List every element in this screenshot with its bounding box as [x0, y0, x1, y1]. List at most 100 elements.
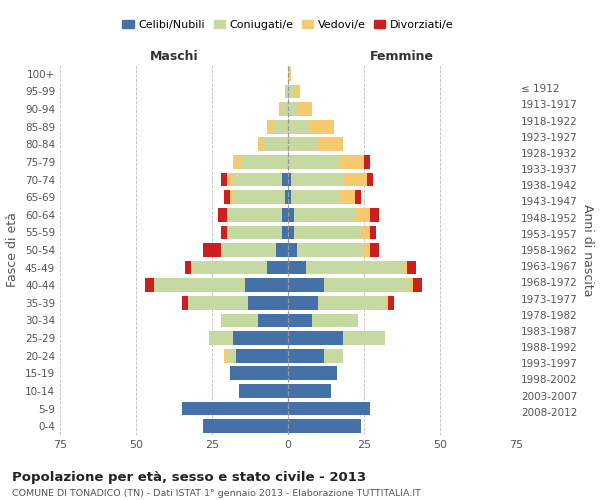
- Bar: [185, 260, 191, 274]
- Bar: [233, 155, 242, 169]
- Bar: [227, 172, 233, 186]
- Bar: [364, 155, 370, 169]
- Bar: [233, 172, 282, 186]
- Bar: [257, 138, 263, 151]
- Bar: [282, 226, 288, 239]
- Bar: [325, 278, 410, 292]
- Bar: [367, 172, 373, 186]
- Bar: [385, 296, 388, 310]
- Bar: [319, 138, 343, 151]
- Bar: [340, 155, 364, 169]
- Bar: [325, 349, 343, 362]
- Bar: [288, 349, 325, 362]
- Bar: [306, 260, 404, 274]
- Bar: [288, 102, 297, 116]
- Bar: [191, 260, 267, 274]
- Bar: [227, 349, 236, 362]
- Bar: [370, 208, 379, 222]
- Bar: [407, 260, 416, 274]
- Bar: [276, 243, 288, 257]
- Bar: [248, 296, 288, 310]
- Bar: [288, 120, 309, 134]
- Legend: Celibi/Nubili, Coniugati/e, Vedovi/e, Divorziati/e: Celibi/Nubili, Coniugati/e, Vedovi/e, Di…: [118, 15, 458, 34]
- Bar: [288, 384, 331, 398]
- Y-axis label: Fasce di età: Fasce di età: [7, 212, 19, 288]
- Bar: [221, 314, 257, 328]
- Bar: [288, 84, 294, 98]
- Bar: [203, 420, 288, 433]
- Bar: [288, 155, 340, 169]
- Bar: [288, 67, 291, 80]
- Bar: [182, 402, 288, 415]
- Bar: [288, 138, 319, 151]
- Bar: [404, 260, 407, 274]
- Bar: [288, 226, 294, 239]
- Bar: [230, 366, 288, 380]
- Bar: [245, 278, 288, 292]
- Bar: [218, 208, 227, 222]
- Bar: [236, 349, 288, 362]
- Bar: [340, 190, 355, 204]
- Bar: [288, 172, 291, 186]
- Bar: [282, 102, 288, 116]
- Bar: [410, 278, 413, 292]
- Bar: [288, 260, 306, 274]
- Bar: [182, 296, 188, 310]
- Bar: [227, 226, 282, 239]
- Bar: [188, 296, 248, 310]
- Bar: [288, 190, 291, 204]
- Bar: [154, 278, 245, 292]
- Bar: [267, 120, 273, 134]
- Bar: [233, 190, 285, 204]
- Bar: [291, 172, 343, 186]
- Bar: [361, 226, 370, 239]
- Bar: [288, 314, 313, 328]
- Bar: [257, 314, 288, 328]
- Bar: [230, 190, 233, 204]
- Bar: [288, 366, 337, 380]
- Bar: [224, 190, 230, 204]
- Bar: [267, 260, 288, 274]
- Bar: [343, 331, 385, 345]
- Bar: [413, 278, 422, 292]
- Text: Femmine: Femmine: [370, 50, 434, 63]
- Bar: [145, 278, 154, 292]
- Bar: [227, 208, 282, 222]
- Bar: [370, 243, 379, 257]
- Bar: [319, 296, 385, 310]
- Bar: [388, 296, 394, 310]
- Bar: [288, 278, 325, 292]
- Bar: [285, 84, 288, 98]
- Bar: [288, 296, 319, 310]
- Bar: [291, 190, 340, 204]
- Bar: [282, 208, 288, 222]
- Bar: [288, 402, 370, 415]
- Bar: [294, 208, 355, 222]
- Bar: [355, 208, 370, 222]
- Bar: [313, 314, 358, 328]
- Bar: [355, 190, 361, 204]
- Bar: [364, 243, 370, 257]
- Bar: [288, 208, 294, 222]
- Bar: [242, 155, 288, 169]
- Bar: [297, 243, 364, 257]
- Bar: [370, 226, 376, 239]
- Bar: [203, 243, 221, 257]
- Bar: [209, 331, 233, 345]
- Bar: [285, 190, 288, 204]
- Bar: [309, 120, 334, 134]
- Text: Maschi: Maschi: [149, 50, 199, 63]
- Bar: [297, 102, 313, 116]
- Bar: [288, 243, 297, 257]
- Bar: [273, 120, 288, 134]
- Bar: [221, 226, 227, 239]
- Bar: [239, 384, 288, 398]
- Bar: [224, 349, 227, 362]
- Bar: [221, 172, 227, 186]
- Bar: [288, 331, 343, 345]
- Bar: [263, 138, 288, 151]
- Bar: [233, 331, 288, 345]
- Text: COMUNE DI TONADICO (TN) - Dati ISTAT 1° gennaio 2013 - Elaborazione TUTTITALIA.I: COMUNE DI TONADICO (TN) - Dati ISTAT 1° …: [12, 489, 421, 498]
- Bar: [294, 226, 361, 239]
- Bar: [221, 243, 276, 257]
